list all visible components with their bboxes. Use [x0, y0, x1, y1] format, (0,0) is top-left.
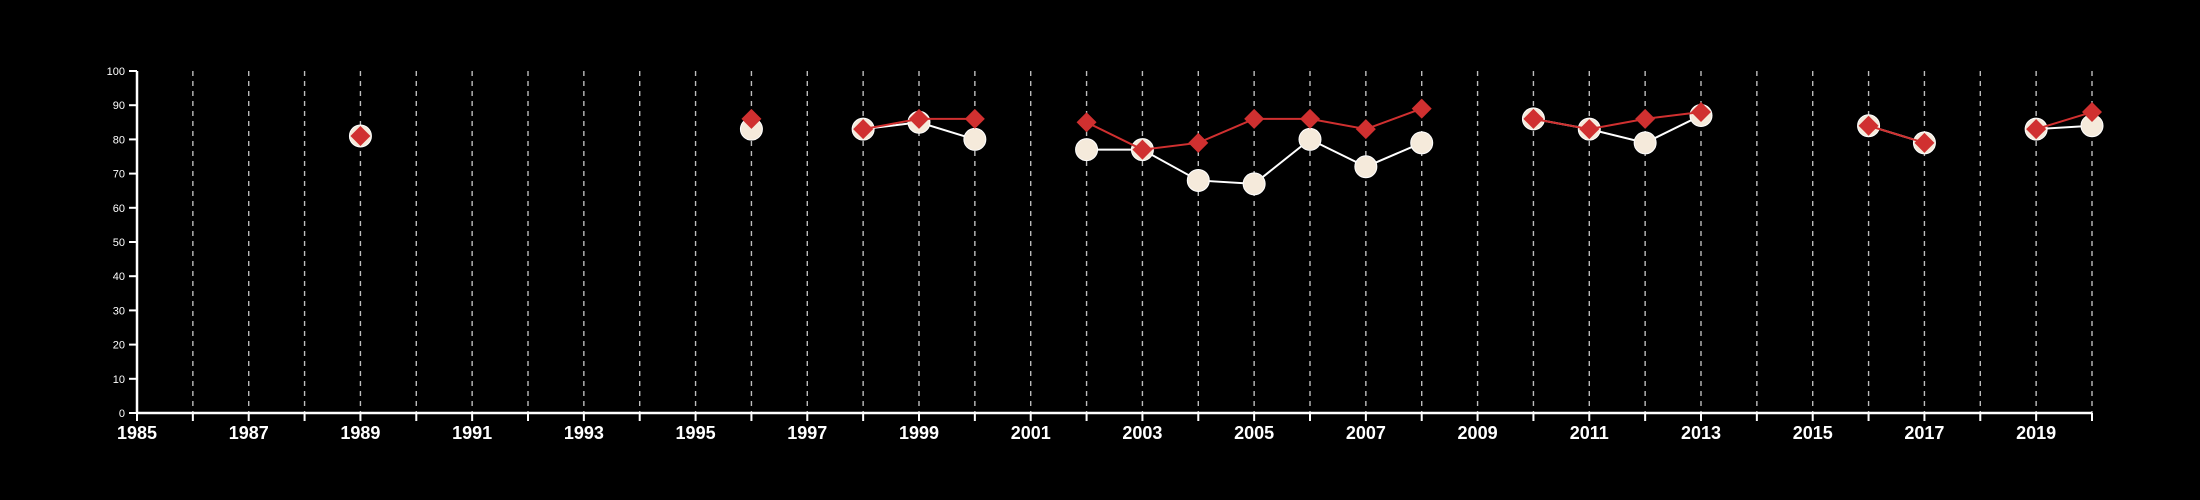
y-tick-label-40: 40: [113, 271, 125, 283]
x-tick-label-1989: 1989: [340, 423, 380, 443]
series-2-point-2011: [1579, 119, 1600, 140]
series-2-point-2019: [2026, 119, 2047, 140]
x-tick-label-1995: 1995: [676, 423, 716, 443]
series-1-point-2006: [1298, 127, 1322, 151]
y-tick-label-30: 30: [113, 305, 125, 317]
series-1-point-2007: [1354, 155, 1378, 179]
x-tick-label-2007: 2007: [1346, 423, 1386, 443]
y-tick-label-20: 20: [113, 340, 125, 352]
series-2-point-2006: [1300, 108, 1320, 129]
x-tick-label-1999: 1999: [899, 423, 939, 443]
series-2-point-1996: [741, 108, 762, 129]
y-tick-label-0: 0: [119, 408, 125, 420]
x-tick-label-2015: 2015: [1793, 423, 1833, 443]
x-tick-label-2013: 2013: [1681, 423, 1721, 443]
series-1-point-2012: [1633, 131, 1657, 155]
series-2-point-2017: [1914, 132, 1935, 153]
series-2-point-2016: [1858, 115, 1879, 136]
series-2-point-2020: [2082, 102, 2102, 123]
x-tick-label-1991: 1991: [452, 423, 492, 443]
x-tick-label-2005: 2005: [1234, 423, 1274, 443]
series-2-line-6: [1868, 124, 1925, 144]
x-tick-label-1993: 1993: [564, 423, 604, 443]
series-2-point-2008: [1411, 98, 1432, 119]
x-tick-label-1987: 1987: [229, 423, 269, 443]
gridlines: [192, 71, 2093, 413]
axes: 0 10 20 30 40 50 60 70 80 90 100 1985 1987 1989 1991 19…: [107, 66, 2093, 443]
y-tick-label-70: 70: [113, 169, 125, 181]
series-layer: [348, 98, 2104, 196]
series-1-line-5: [1533, 114, 1702, 144]
series-2-point-2000: [964, 108, 985, 129]
series-2-point-1989: [350, 125, 371, 146]
series-2: [350, 98, 2102, 160]
series-2-line-7: [2035, 111, 2093, 131]
series-2-point-2003: [1132, 139, 1153, 160]
y-tick-label-60: 60: [113, 203, 125, 215]
series-1-point-2004: [1186, 168, 1210, 192]
series-2-point-2007: [1355, 119, 1376, 140]
series-2-point-2010: [1523, 108, 1544, 129]
y-tick-label-50: 50: [113, 237, 125, 249]
series-1-point-2005: [1242, 172, 1266, 196]
x-tick-label-2017: 2017: [1904, 423, 1944, 443]
series-2-point-2004: [1188, 132, 1209, 153]
series-2-point-1999: [909, 108, 929, 129]
y-tick-label-90: 90: [113, 100, 125, 112]
x-tick-label-2011: 2011: [1570, 423, 1609, 443]
series-1-point-2000: [963, 127, 987, 151]
series-2-point-2002: [1076, 112, 1097, 133]
series-1-point-2002: [1075, 138, 1099, 162]
series-2-point-2012: [1635, 108, 1656, 129]
x-tick-label-1997: 1997: [787, 423, 827, 443]
series-1-point-2008: [1410, 131, 1434, 155]
series-1: [348, 103, 2104, 196]
x-tick-label-1985: 1985: [117, 423, 157, 443]
x-tick-label-2001: 2001: [1011, 423, 1051, 443]
x-tick-label-2019: 2019: [2016, 423, 2056, 443]
series-2-point-2013: [1691, 102, 1711, 123]
x-tick-label-2003: 2003: [1122, 423, 1162, 443]
y-tick-label-80: 80: [113, 134, 125, 146]
y-tick-label-10: 10: [113, 374, 125, 386]
x-tick-label-2009: 2009: [1458, 423, 1498, 443]
series-2-point-1998: [853, 119, 874, 140]
series-2-point-2005: [1244, 108, 1265, 129]
y-tick-label-100: 100: [107, 66, 125, 78]
series-2-line-5: [1533, 111, 1702, 131]
